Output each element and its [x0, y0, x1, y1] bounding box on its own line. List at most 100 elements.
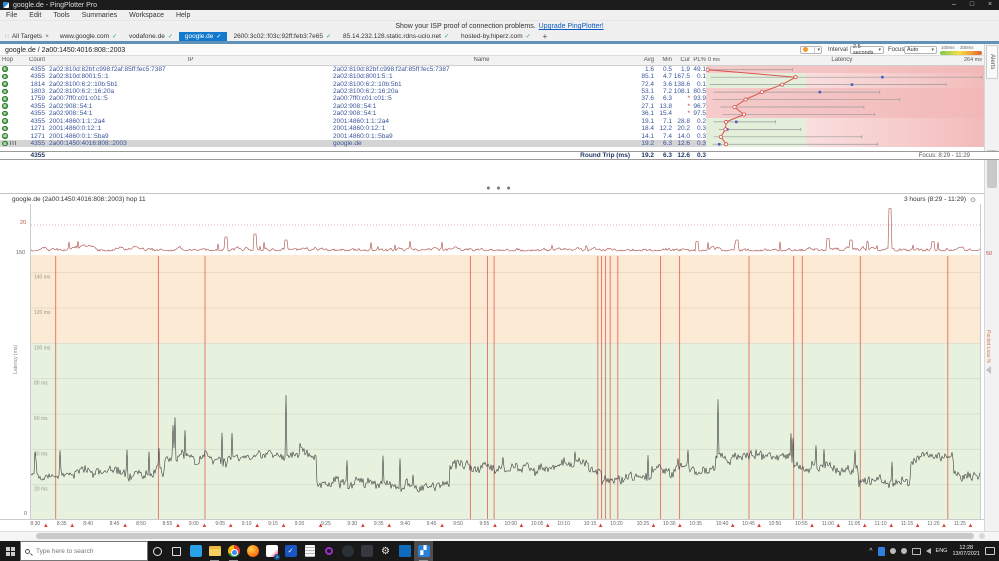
start-button[interactable] — [0, 541, 20, 561]
close-button[interactable]: × — [981, 0, 999, 10]
alert-marker-icon[interactable]: ▲ — [888, 522, 894, 530]
store-icon[interactable] — [395, 541, 414, 561]
new-target-button[interactable]: + — [537, 32, 554, 41]
graph-range-label[interactable]: 3 hours (8:29 - 11:29) — [904, 196, 966, 203]
settings-icon[interactable]: ⚙ — [376, 541, 395, 561]
menu-item[interactable]: Edit — [23, 12, 47, 19]
bluetooth-icon[interactable] — [878, 547, 885, 556]
github-desktop-icon[interactable] — [338, 541, 357, 561]
menu-item[interactable]: File — [0, 12, 23, 19]
pingplotter-icon[interactable]: ▞ — [414, 541, 433, 561]
target-tab[interactable]: 2600:3c02::f03c:92ff:feb3:7e65 ✓ — [227, 32, 337, 41]
alert-marker-icon[interactable]: ▲ — [175, 522, 181, 530]
alert-marker-icon[interactable]: ▲ — [967, 522, 973, 530]
alert-marker-icon[interactable]: ▲ — [201, 522, 207, 530]
chevron-down-icon[interactable]: ▾ — [814, 47, 820, 53]
usb-icon[interactable] — [901, 548, 907, 554]
google.de[interactable]: 11 4355 2a00:1450:4016:808::2003 google.… — [0, 140, 984, 147]
time-scale-icon[interactable]: ⊙ — [970, 196, 976, 204]
alert-marker-icon[interactable]: ▲ — [43, 522, 49, 530]
panel-splitter[interactable]: ● ● ● — [0, 186, 999, 193]
2a02:908::54:1[interactable]: 7 4355 2a02:908::54:1 2a02:908::54:1 36.… — [0, 110, 984, 117]
task-view-icon[interactable] — [167, 541, 186, 561]
tab-all-targets[interactable]: ∷ All Targets × — [0, 32, 54, 41]
2001:4860:0:1::5ba9[interactable]: 10 1271 2001:4860:0:1::5ba9 2001:4860:0:… — [0, 132, 984, 139]
search-input[interactable] — [34, 547, 134, 556]
alert-marker-icon[interactable]: ▲ — [122, 522, 128, 530]
menu-item[interactable]: Help — [170, 12, 196, 19]
volume-icon[interactable] — [926, 548, 931, 554]
opera-icon[interactable] — [319, 541, 338, 561]
alert-marker-icon[interactable]: ▲ — [228, 522, 234, 530]
2a02:810d:8001:5::1[interactable]: 2 4355 2a02:810d:8001:5::1 2a02:810d:800… — [0, 73, 984, 80]
alert-marker-icon[interactable]: ▲ — [756, 522, 762, 530]
sticky-notes-icon[interactable] — [300, 541, 319, 561]
alert-marker-icon[interactable]: ▲ — [677, 522, 683, 530]
alert-marker-icon[interactable]: ▲ — [941, 522, 947, 530]
2001:4860:1:1::2a4[interactable]: 8 4355 2001:4860:1:1::2a4 2001:4860:1:1:… — [0, 118, 984, 125]
col-hop[interactable]: Hop — [0, 57, 16, 63]
language-indicator[interactable]: ENG — [936, 548, 948, 554]
2a00:7ff0:c01:c01::5[interactable]: 5 1759 2a00:7ff0:c01:c01::5 2a00:7ff0:c0… — [0, 95, 984, 102]
col-pl[interactable]: PL% — [690, 57, 706, 63]
pause-button[interactable]: ▾ — [800, 46, 822, 55]
2a02:810d:82bf:c998:f2af:85ff:fec5:7387[interactable]: 1 4355 2a02:810d:82bf:c998:f2af:85ff:fec… — [0, 66, 984, 73]
col-name[interactable]: Name — [332, 57, 630, 63]
target-tab[interactable]: google.de ✓ — [179, 32, 228, 41]
alert-marker-icon[interactable]: ▲ — [730, 522, 736, 530]
2a02:8100:6:2::16:20a[interactable]: 4 1803 2a02:8100:6:2::16:20a 2a02:8100:6… — [0, 88, 984, 95]
alert-marker-icon[interactable]: ▲ — [518, 522, 524, 530]
alert-marker-icon[interactable]: ▲ — [386, 522, 392, 530]
taskbar-clock[interactable]: 12:28 13/07/2021 — [952, 545, 980, 558]
alert-marker-icon[interactable]: ▲ — [809, 522, 815, 530]
2a02:908::54:1[interactable]: 6 4355 2a02:908::54:1 2a02:908::54:1 27.… — [0, 103, 984, 110]
explorer-icon[interactable] — [205, 541, 224, 561]
alert-marker-icon[interactable]: ▲ — [281, 522, 287, 530]
alert-marker-icon[interactable]: ▲ — [835, 522, 841, 530]
alert-marker-icon[interactable]: ▲ — [598, 522, 604, 530]
col-avg[interactable]: Avg — [630, 57, 654, 63]
alert-marker-icon[interactable]: ▲ — [439, 522, 445, 530]
collapse-panel-icon[interactable] — [986, 366, 991, 374]
target-tab[interactable]: vodafone.de ✓ — [123, 32, 179, 41]
upgrade-link[interactable]: Upgrade PingPlotter! — [539, 23, 604, 30]
alert-marker-icon[interactable]: ▲ — [492, 522, 498, 530]
jitter-graph[interactable] — [30, 204, 981, 255]
focus-select[interactable]: Auto ▾ — [904, 46, 937, 55]
alert-marker-icon[interactable]: ▲ — [862, 522, 868, 530]
horizontal-scrollbar-thumb[interactable] — [36, 533, 974, 539]
alert-marker-icon[interactable]: ▲ — [69, 522, 75, 530]
hidden-icons-chevron-icon[interactable]: ^ — [869, 548, 872, 555]
target-tab[interactable]: www.google.com ✓ — [54, 32, 123, 41]
col-min[interactable]: Min — [654, 57, 672, 63]
target-tab[interactable]: hosted-by.hiperz.com ✓ — [455, 32, 537, 41]
menu-item[interactable]: Summaries — [76, 12, 123, 19]
alert-marker-icon[interactable]: ▲ — [545, 522, 551, 530]
2001:4860:0:12::1[interactable]: 9 1271 2001:4860:0:12::1 2001:4860:0:12:… — [0, 125, 984, 132]
chrome-icon[interactable] — [224, 541, 243, 561]
alerts-side-tab[interactable]: Alerts — [986, 45, 998, 79]
vscode-icon[interactable] — [186, 541, 205, 561]
alert-marker-icon[interactable]: ▲ — [254, 522, 260, 530]
2a02:8100:6:2::10b:5b1[interactable]: 3 1814 2a02:8100:6:2::10b:5b1 2a02:8100:… — [0, 80, 984, 87]
col-cur[interactable]: Cur — [672, 57, 690, 63]
latency-timeline-graph[interactable]: 140 ms120 ms100 ms80 ms60 ms40 ms20 ms — [30, 255, 981, 520]
firefox-icon[interactable] — [243, 541, 262, 561]
interval-select[interactable]: 2.5 seconds ▾ — [850, 46, 884, 55]
maximize-button[interactable]: □ — [963, 0, 981, 10]
minimize-button[interactable]: – — [945, 0, 963, 10]
network-icon[interactable] — [912, 548, 921, 555]
col-ip[interactable]: IP — [48, 57, 332, 63]
alert-marker-icon[interactable]: ▲ — [318, 522, 324, 530]
col-count[interactable]: Count — [16, 57, 48, 63]
onedrive-icon[interactable] — [890, 548, 896, 554]
menu-item[interactable]: Workspace — [123, 12, 170, 19]
target-tab[interactable]: 85.14.232.128.static.rdns-uclo.net ✓ — [337, 32, 455, 41]
alert-marker-icon[interactable]: ▲ — [650, 522, 656, 530]
action-center-icon[interactable] — [985, 547, 995, 555]
alert-marker-icon[interactable]: ▲ — [360, 522, 366, 530]
discord-icon[interactable] — [357, 541, 376, 561]
taskbar-search[interactable] — [20, 541, 148, 561]
alert-marker-icon[interactable]: ▲ — [915, 522, 921, 530]
todo-icon[interactable]: ✓ — [281, 541, 300, 561]
